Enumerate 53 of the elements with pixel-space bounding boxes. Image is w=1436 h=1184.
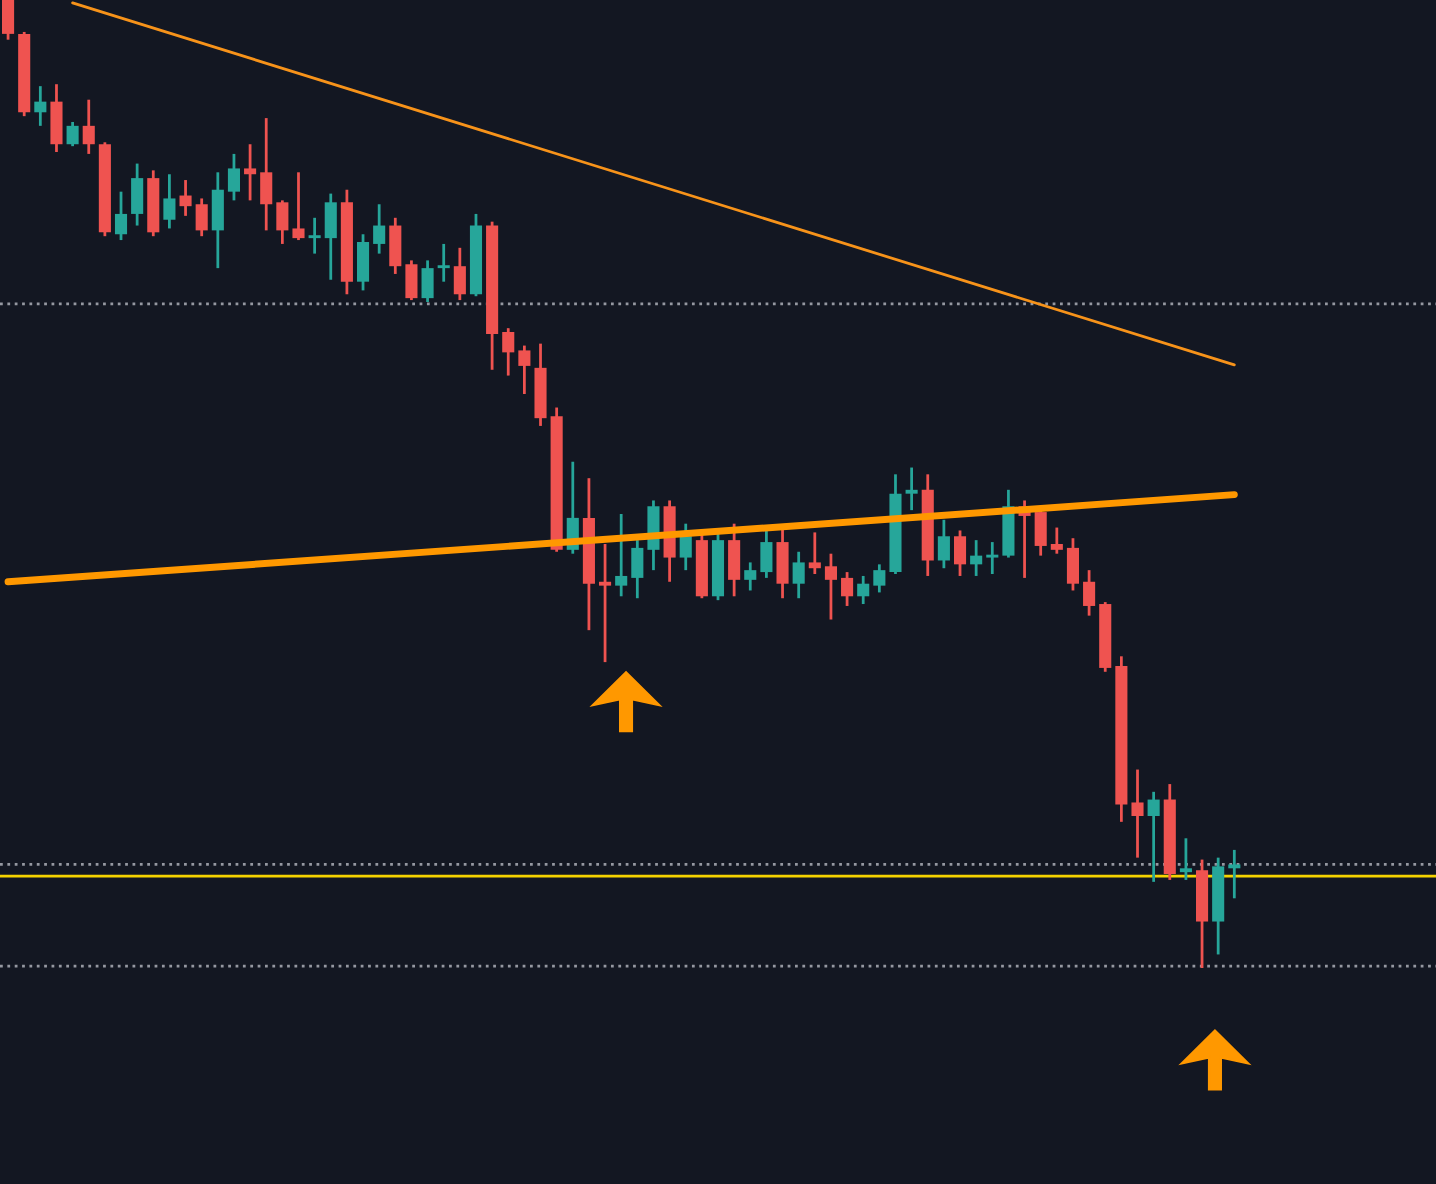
- candlestick: [244, 142, 257, 202]
- candlestick: [599, 542, 612, 664]
- candlestick: [373, 202, 386, 256]
- candlestick: [163, 172, 176, 230]
- candlestick: [502, 326, 515, 377]
- candlestick: [808, 531, 821, 576]
- candlestick: [615, 512, 628, 598]
- candlestick: [389, 216, 402, 276]
- candlestick: [179, 178, 192, 218]
- candlestick: [227, 152, 241, 202]
- candlestick: [518, 344, 531, 396]
- candlestick: [679, 522, 692, 572]
- candlestick: [824, 552, 837, 621]
- candlestick: [66, 120, 79, 148]
- candlestick: [82, 98, 95, 156]
- candlestick: [405, 259, 418, 302]
- candlestick: [1083, 568, 1096, 618]
- candlestick: [1050, 526, 1063, 556]
- candlestick: [2, 0, 15, 42]
- candlestick: [1228, 848, 1241, 900]
- candlestick: [195, 197, 208, 238]
- candlestick: [34, 84, 47, 128]
- candlestick: [970, 538, 983, 578]
- candlestick: [324, 192, 337, 282]
- candlestick: [744, 561, 757, 592]
- candlestick: [276, 198, 289, 246]
- candlestick: [1147, 790, 1160, 884]
- candlestick: [437, 242, 450, 284]
- candlestick: [421, 259, 434, 304]
- candlestick: [453, 246, 466, 302]
- candlestick: [905, 466, 918, 512]
- candlestick: [308, 216, 321, 256]
- candlestick: [1179, 836, 1192, 882]
- candlestick: [857, 574, 870, 606]
- candlestick: [986, 540, 999, 576]
- candlestick: [211, 170, 224, 270]
- candlestick: [760, 526, 773, 580]
- candlestick: [260, 116, 273, 232]
- candlestick: [937, 518, 950, 570]
- candlestick: [50, 82, 63, 154]
- candlestick: [292, 170, 305, 242]
- candlestick: [114, 190, 128, 242]
- candlestick: [873, 562, 886, 594]
- candlestick: [131, 162, 144, 227]
- candlestick: [1066, 536, 1080, 592]
- candlestick: [728, 522, 741, 598]
- candlestick: [792, 550, 805, 600]
- candlestick: [841, 570, 854, 608]
- candlestick: [631, 538, 644, 600]
- candlestick: [953, 529, 967, 578]
- candlestick: [356, 232, 370, 292]
- candlestick: [776, 526, 789, 600]
- candlestick: [1131, 768, 1144, 860]
